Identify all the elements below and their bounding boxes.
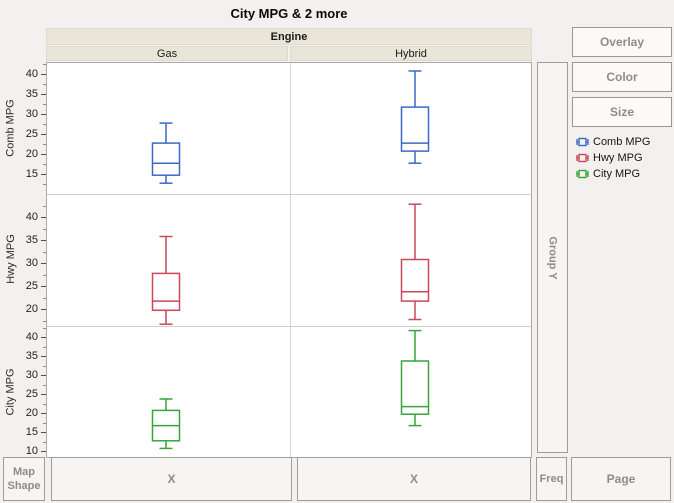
y-minor-tick-mark	[43, 275, 46, 276]
chart-title: City MPG & 2 more	[230, 6, 348, 21]
facet-column-label: Gas	[156, 47, 178, 60]
y-tick-label: 20	[25, 303, 38, 315]
box-plot-hybrid[interactable]	[400, 70, 430, 164]
y-tick-mark	[41, 356, 46, 357]
y-tick-mark	[41, 217, 46, 218]
box-plot-glyph-icon	[576, 153, 589, 163]
legend-item[interactable]: City MPG	[576, 166, 650, 182]
legend-label: Hwy MPG	[593, 152, 643, 164]
facet-group-header: Engine	[46, 28, 532, 45]
size-drop-zone[interactable]: Size	[572, 97, 672, 127]
box-plot-glyph-icon	[576, 137, 589, 147]
box-plot-panel-hwy-mpg	[151, 203, 430, 325]
y-tick-mark	[41, 337, 46, 338]
legend-item[interactable]: Hwy MPG	[576, 150, 650, 166]
facet-column-hybrid[interactable]: Hybrid	[290, 46, 532, 61]
y-tick-label: 15	[25, 426, 38, 438]
y-tick-label: 30	[25, 369, 38, 381]
y-axis-city-mpg[interactable]: 10 15 20 25 30 35 40	[0, 325, 46, 458]
y-tick-mark	[41, 309, 46, 310]
y-tick-mark	[41, 74, 46, 75]
facet-row-divider	[47, 194, 531, 195]
y-tick-mark	[41, 451, 46, 452]
y-axis-comb-mpg[interactable]: 15 20 25 30 35 40	[0, 62, 46, 193]
y-tick-label: 35	[25, 88, 38, 100]
y-minor-tick-mark	[43, 164, 46, 165]
y-tick-label: 30	[25, 108, 38, 120]
color-drop-zone[interactable]: Color	[572, 62, 672, 92]
box-plot-gas[interactable]	[151, 122, 181, 184]
y-tick-mark	[41, 240, 46, 241]
y-tick-label: 25	[25, 388, 38, 400]
y-axis-hwy-mpg[interactable]: 20 25 30 35 40	[0, 193, 46, 325]
freq-drop-zone[interactable]: Freq	[536, 457, 567, 501]
y-minor-tick-mark	[43, 206, 46, 207]
y-tick-label: 10	[25, 445, 38, 457]
group-y-drop-zone[interactable]: Group Y	[537, 62, 568, 453]
facet-column-gas[interactable]: Gas	[46, 46, 288, 61]
y-tick-mark	[41, 134, 46, 135]
y-minor-tick-mark	[43, 144, 46, 145]
y-tick-label: 15	[25, 168, 38, 180]
y-tick-label: 20	[25, 148, 38, 160]
y-tick-label: 30	[25, 257, 38, 269]
y-tick-label: 35	[25, 234, 38, 246]
overlay-drop-zone[interactable]: Overlay	[572, 27, 672, 57]
y-tick-label: 20	[25, 407, 38, 419]
y-tick-label: 40	[25, 68, 38, 80]
y-minor-tick-mark	[43, 321, 46, 322]
y-minor-tick-mark	[43, 184, 46, 185]
legend-label: City MPG	[593, 168, 641, 180]
y-minor-tick-mark	[43, 64, 46, 65]
y-minor-tick-mark	[43, 404, 46, 405]
y-minor-tick-mark	[43, 347, 46, 348]
box-plot-glyph-icon	[576, 169, 589, 179]
box-plot-gas[interactable]	[151, 235, 181, 325]
y-tick-label: 40	[25, 331, 38, 343]
box-plot-panel-comb-mpg	[151, 70, 430, 184]
y-minor-tick-mark	[43, 442, 46, 443]
y-minor-tick-mark	[43, 104, 46, 105]
page-drop-zone[interactable]: Page	[571, 457, 671, 501]
y-minor-tick-mark	[43, 366, 46, 367]
y-minor-tick-mark	[43, 298, 46, 299]
y-tick-mark	[41, 286, 46, 287]
y-tick-mark	[41, 94, 46, 95]
y-tick-mark	[41, 154, 46, 155]
legend-item[interactable]: Comb MPG	[576, 134, 650, 150]
y-tick-mark	[41, 114, 46, 115]
box-plot-hybrid[interactable]	[400, 329, 430, 427]
legend-label: Comb MPG	[593, 136, 651, 148]
facet-row-divider	[47, 326, 531, 327]
y-minor-tick-mark	[43, 328, 46, 329]
y-tick-label: 25	[25, 128, 38, 140]
facet-group-label: Engine	[270, 30, 308, 43]
y-tick-label: 40	[25, 211, 38, 223]
plot-area[interactable]	[46, 62, 532, 458]
y-minor-tick-mark	[43, 124, 46, 125]
map-shape-drop-zone[interactable]: Map Shape	[3, 457, 45, 501]
y-tick-mark	[41, 174, 46, 175]
y-tick-label: 35	[25, 350, 38, 362]
y-tick-mark	[41, 263, 46, 264]
y-minor-tick-mark	[43, 423, 46, 424]
x-drop-zone-hybrid[interactable]: X	[297, 457, 531, 501]
y-minor-tick-mark	[43, 252, 46, 253]
y-tick-label: 25	[25, 280, 38, 292]
y-minor-tick-mark	[43, 229, 46, 230]
y-tick-mark	[41, 394, 46, 395]
y-tick-mark	[41, 413, 46, 414]
legend: Comb MPG Hwy MPG City MPG	[576, 134, 650, 182]
y-tick-mark	[41, 432, 46, 433]
box-plot-hybrid[interactable]	[400, 203, 430, 321]
x-drop-zone-gas[interactable]: X	[51, 457, 292, 501]
box-plot-panel-city-mpg	[151, 329, 430, 450]
facet-column-divider	[290, 63, 291, 457]
y-minor-tick-mark	[43, 84, 46, 85]
facet-column-label: Hybrid	[395, 47, 427, 60]
box-plot-gas[interactable]	[151, 398, 181, 450]
y-minor-tick-mark	[43, 385, 46, 386]
y-tick-mark	[41, 375, 46, 376]
